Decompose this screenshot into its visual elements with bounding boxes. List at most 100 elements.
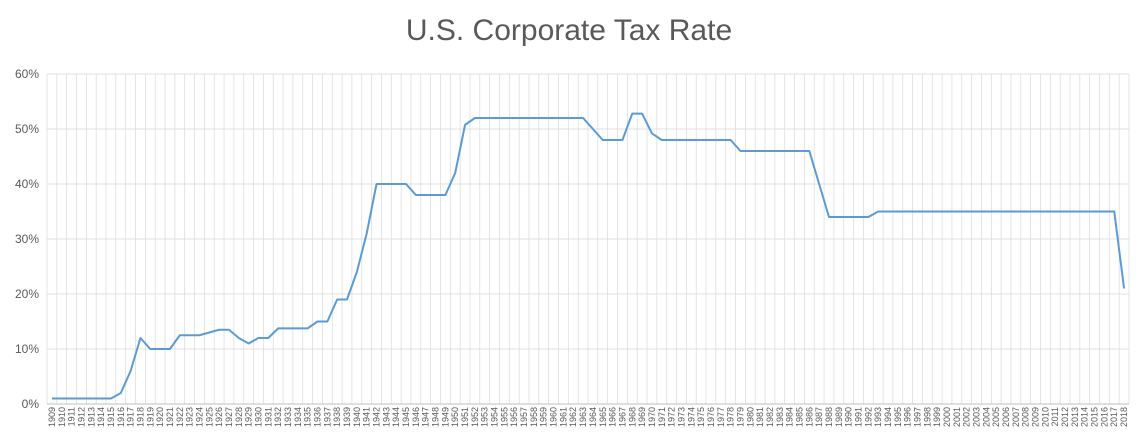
x-tick-label: 2008	[1021, 407, 1031, 427]
x-tick-label: 1992	[863, 407, 873, 427]
x-tick-label: 1916	[116, 407, 126, 427]
y-tick-label: 30%	[15, 232, 39, 246]
data-point	[926, 211, 928, 213]
x-tick-label: 2000	[942, 407, 952, 427]
x-tick-label: 1973	[676, 407, 686, 427]
data-point	[985, 211, 987, 213]
x-tick-label: 1936	[313, 407, 323, 427]
data-point	[198, 334, 200, 336]
x-tick-label: 1965	[598, 407, 608, 427]
x-tick-label: 2002	[962, 407, 972, 427]
data-point	[523, 117, 525, 119]
x-tick-label: 1937	[322, 407, 332, 427]
x-tick-label: 1911	[67, 407, 77, 426]
data-point	[690, 139, 692, 141]
x-tick-label: 1946	[411, 407, 421, 427]
data-point	[503, 117, 505, 119]
x-tick-label: 1998	[922, 407, 932, 427]
data-point	[1025, 211, 1027, 213]
data-point	[828, 216, 830, 218]
x-tick-label: 1923	[185, 407, 195, 427]
x-tick-label: 1949	[440, 407, 450, 427]
data-point	[1035, 211, 1037, 213]
data-point	[208, 332, 210, 334]
x-tick-label: 1927	[224, 407, 234, 427]
x-tick-label: 1972	[667, 407, 677, 427]
x-tick-label: 2016	[1099, 407, 1109, 427]
x-tick-label: 1950	[450, 407, 460, 427]
x-tick-label: 1967	[617, 407, 627, 427]
data-point	[661, 139, 663, 141]
data-point	[385, 183, 387, 185]
data-point	[454, 172, 456, 174]
data-point	[100, 398, 102, 400]
data-point	[562, 117, 564, 119]
x-tick-label: 2013	[1070, 407, 1080, 427]
data-point	[533, 117, 535, 119]
series-group	[51, 112, 1126, 400]
data-point	[543, 117, 545, 119]
x-tick-label: 1989	[834, 407, 844, 427]
x-tick-label: 1971	[657, 407, 667, 427]
x-tick-label: 1954	[490, 407, 500, 427]
data-point	[395, 183, 397, 185]
data-point	[71, 398, 73, 400]
data-point	[572, 117, 574, 119]
data-point	[730, 139, 732, 141]
data-point	[769, 150, 771, 152]
x-tick-label: 1947	[421, 407, 431, 427]
data-point	[297, 327, 299, 329]
x-tick-label: 1997	[913, 407, 923, 427]
x-tick-label: 2003	[972, 407, 982, 427]
grid-lines	[46, 73, 1130, 405]
data-point	[592, 128, 594, 130]
x-tick-label: 1913	[86, 407, 96, 427]
data-point	[612, 139, 614, 141]
data-point	[149, 348, 151, 350]
x-tick-label: 1917	[126, 407, 136, 427]
x-tick-label: 1978	[726, 407, 736, 427]
x-tick-label: 1999	[932, 407, 942, 427]
data-point	[838, 216, 840, 218]
x-tick-label: 1928	[234, 407, 244, 427]
data-point	[326, 321, 328, 323]
data-point	[1054, 211, 1056, 213]
data-point	[1005, 211, 1007, 213]
x-tick-label: 1930	[253, 407, 263, 427]
data-point	[405, 183, 407, 185]
x-tick-label: 2017	[1109, 407, 1119, 427]
x-tick-label: 1964	[588, 407, 598, 427]
data-point	[907, 211, 909, 213]
x-tick-label: 1938	[332, 407, 342, 427]
x-tick-label: 1990	[844, 407, 854, 427]
x-tick-label: 1914	[96, 407, 106, 427]
x-tick-label: 1976	[706, 407, 716, 427]
x-tick-label: 1941	[362, 407, 372, 427]
data-point	[287, 327, 289, 329]
x-tick-label: 1979	[735, 407, 745, 427]
x-tick-label: 2018	[1119, 407, 1129, 427]
data-point	[51, 398, 53, 400]
x-tick-label: 1925	[204, 407, 214, 427]
x-tick-label: 1956	[509, 407, 519, 427]
data-point	[1064, 211, 1066, 213]
x-tick-label: 2012	[1060, 407, 1070, 427]
x-tick-label: 1983	[775, 407, 785, 427]
x-tick-label: 1957	[519, 407, 529, 427]
x-tick-label: 1931	[263, 407, 273, 427]
x-tick-label: 1962	[568, 407, 578, 427]
y-tick-label: 40%	[15, 177, 39, 191]
data-point	[179, 334, 181, 336]
data-point	[159, 348, 161, 350]
data-point	[671, 139, 673, 141]
y-tick-label: 20%	[15, 287, 39, 301]
x-tick-label: 1986	[804, 407, 814, 427]
x-tick-label: 1943	[381, 407, 391, 427]
x-tick-label: 1991	[854, 407, 864, 427]
x-tick-label: 1959	[539, 407, 549, 427]
x-tick-label: 1929	[244, 407, 254, 427]
data-point	[936, 211, 938, 213]
data-point	[848, 216, 850, 218]
x-tick-label: 1995	[893, 407, 903, 427]
data-point	[513, 117, 515, 119]
